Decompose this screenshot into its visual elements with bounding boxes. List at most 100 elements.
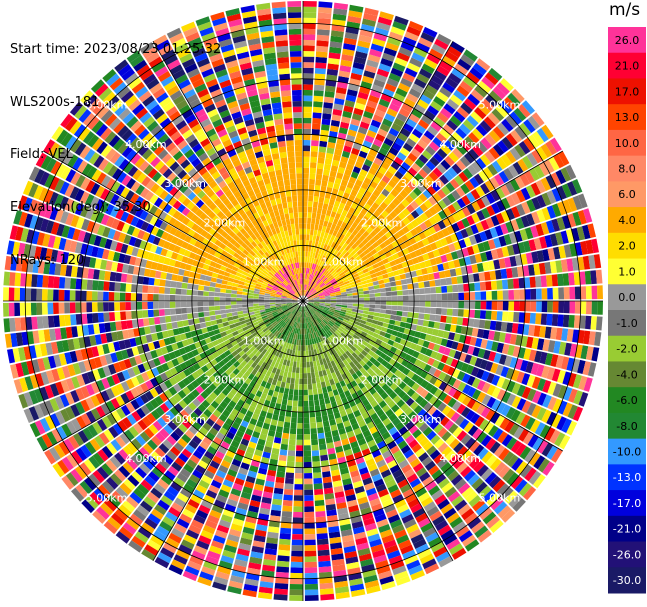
velocity-cell [432,359,440,369]
velocity-cell [308,303,314,306]
velocity-cell [515,443,527,457]
velocity-cell [263,375,270,383]
velocity-cell [303,445,311,451]
velocity-cell [282,359,288,366]
velocity-cell [150,451,162,462]
velocity-cell [261,368,268,376]
velocity-cell [307,304,312,308]
velocity-cell [404,171,414,181]
velocity-cell [456,143,468,155]
velocity-cell [344,551,358,559]
velocity-cell [268,365,274,373]
velocity-cell [234,416,243,425]
velocity-cell [500,366,510,378]
velocity-cell [338,226,345,234]
velocity-cell [511,267,519,278]
velocity-cell [387,36,401,47]
velocity-cell [447,167,458,178]
velocity-cell [335,306,342,309]
velocity-cell [136,483,150,496]
velocity-cell [126,414,137,426]
velocity-cell [240,367,248,375]
velocity-cell [327,63,339,71]
velocity-cell [482,261,490,272]
velocity-cell [426,53,441,65]
velocity-cell [424,334,432,342]
velocity-cell [352,61,365,70]
velocity-cell [131,438,142,450]
velocity-cell [329,309,335,313]
velocity-cell [401,225,410,234]
velocity-cell [427,357,435,366]
velocity-cell [289,360,294,367]
velocity-cell [64,302,70,314]
velocity-cell [304,478,313,485]
velocity-cell [429,449,441,460]
velocity-cell [274,583,289,590]
velocity-cell [423,501,437,512]
velocity-cell [432,328,439,337]
velocity-cell [260,575,274,583]
velocity-cell [285,330,290,337]
velocity-cell [451,131,463,143]
velocity-cell [353,409,361,418]
velocity-cell [309,309,314,315]
velocity-cell [366,528,379,537]
velocity-cell [385,387,394,396]
velocity-cell [171,527,185,539]
velocity-cell [74,465,88,480]
velocity-cell [480,406,491,418]
velocity-cell [343,402,351,410]
velocity-cell [91,291,98,301]
velocity-cell [332,13,347,21]
velocity-cell [460,266,468,275]
velocity-cell [419,437,430,447]
velocity-cell [352,365,359,373]
velocity-cell [299,328,302,335]
velocity-cell [257,438,266,446]
velocity-cell [488,130,501,143]
velocity-cell [307,256,310,263]
velocity-cell [260,380,267,388]
velocity-cell [513,312,520,323]
velocity-cell [396,151,407,161]
velocity-cell [307,344,311,351]
velocity-cell [322,174,329,182]
velocity-cell [318,292,324,295]
velocity-cell [308,240,313,247]
velocity-cell [363,307,370,311]
velocity-cell [339,433,348,441]
velocity-cell [415,216,424,225]
velocity-cell [436,112,449,124]
velocity-cell [255,350,261,358]
velocity-cell [314,252,319,259]
velocity-cell [449,324,457,333]
velocity-cell [491,399,501,411]
velocity-cell [150,409,161,420]
velocity-cell [354,349,361,356]
velocity-cell [343,37,357,46]
velocity-cell [311,257,315,264]
velocity-cell [131,471,144,483]
velocity-cell [322,277,328,283]
velocity-cell [321,346,326,353]
velocity-cell [264,344,271,351]
velocity-cell [295,305,300,310]
velocity-cell [176,472,188,483]
velocity-cell [501,279,509,290]
velocity-cell [518,482,532,497]
velocity-cell [162,542,177,554]
velocity-cell [572,211,582,226]
velocity-cell [340,197,348,205]
velocity-cell [149,398,160,409]
velocity-cell [334,309,341,313]
velocity-cell [348,331,355,337]
velocity-cell [92,470,105,484]
velocity-cell [192,450,204,460]
velocity-cell [415,512,428,523]
velocity-cell [126,518,140,531]
velocity-cell [296,316,299,323]
velocity-cell [325,265,331,271]
velocity-cell [550,354,559,367]
velocity-cell [412,350,420,359]
